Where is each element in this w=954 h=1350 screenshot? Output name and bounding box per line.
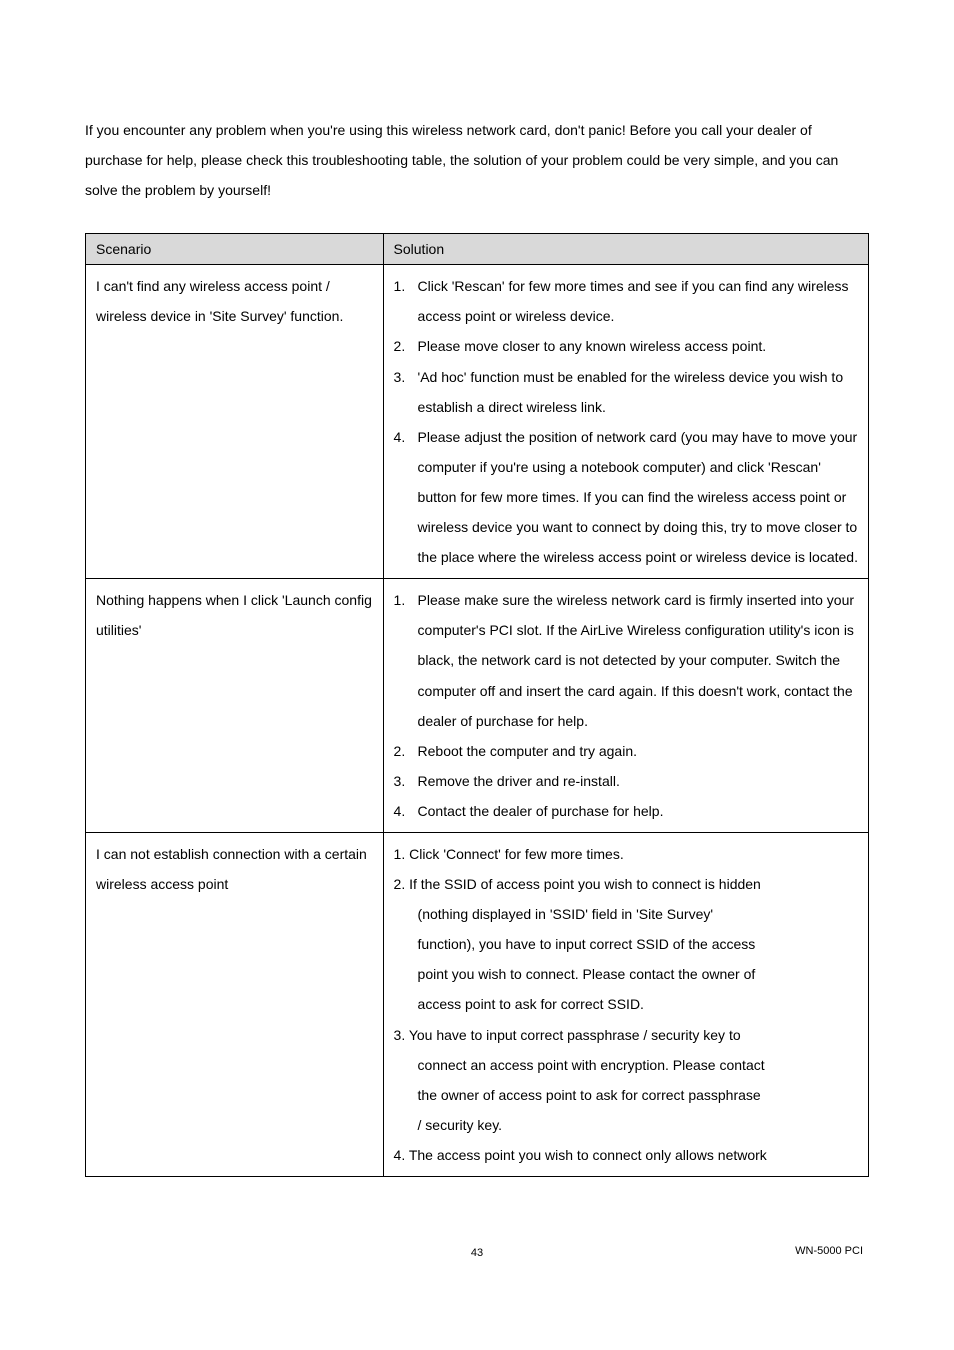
- solution-cell: 1.Please make sure the wireless network …: [383, 579, 868, 833]
- item-number: 1.: [394, 585, 418, 735]
- list-item: 4. The access point you wish to connect …: [394, 1140, 860, 1170]
- item-text: Click 'Rescan' for few more times and se…: [418, 271, 860, 331]
- list-item: 3.Remove the driver and re-install.: [394, 766, 860, 796]
- item-number: 3.: [394, 362, 418, 422]
- solution-list: 1. Click 'Connect' for few more times.2.…: [394, 839, 860, 1170]
- list-item: 1.Please make sure the wireless network …: [394, 585, 860, 735]
- intro-paragraph: If you encounter any problem when you're…: [85, 115, 869, 205]
- item-number: 4.: [394, 796, 418, 826]
- item-text: Please make sure the wireless network ca…: [418, 585, 860, 735]
- list-item: 2. If the SSID of access point you wish …: [394, 869, 860, 899]
- col-scenario-header: Scenario: [86, 234, 384, 265]
- list-item: (nothing displayed in 'SSID' field in 'S…: [394, 899, 860, 929]
- item-number: 2.: [394, 331, 418, 361]
- scenario-text: I can not establish connection with a ce…: [96, 839, 375, 899]
- list-item: 3. You have to input correct passphrase …: [394, 1020, 860, 1050]
- intro-text: If you encounter any problem when you're…: [85, 115, 869, 205]
- table-row: I can not establish connection with a ce…: [86, 832, 869, 1176]
- item-text: Reboot the computer and try again.: [418, 736, 860, 766]
- list-item: 4.Contact the dealer of purchase for hel…: [394, 796, 860, 826]
- item-number: 1.: [394, 271, 418, 331]
- item-number: 3.: [394, 766, 418, 796]
- item-text: 'Ad hoc' function must be enabled for th…: [418, 362, 860, 422]
- item-text: Please move closer to any known wireless…: [418, 331, 860, 361]
- item-number: 4.: [394, 422, 418, 572]
- list-item: / security key.: [394, 1110, 860, 1140]
- scenario-cell: Nothing happens when I click 'Launch con…: [86, 579, 384, 833]
- item-text: Remove the driver and re-install.: [418, 766, 860, 796]
- col-solution-header: Solution: [383, 234, 868, 265]
- scenario-cell: I can not establish connection with a ce…: [86, 832, 384, 1176]
- item-text: Please adjust the position of network ca…: [418, 422, 860, 572]
- list-item: 3.'Ad hoc' function must be enabled for …: [394, 362, 860, 422]
- scenario-cell: I can't find any wireless access point /…: [86, 265, 384, 579]
- page-footer: 43 WN-5000 PCI: [85, 1247, 869, 1257]
- list-item: 1.Click 'Rescan' for few more times and …: [394, 271, 860, 331]
- table-row: I can't find any wireless access point /…: [86, 265, 869, 579]
- list-item: the owner of access point to ask for cor…: [394, 1080, 860, 1110]
- list-item: connect an access point with encryption.…: [394, 1050, 860, 1080]
- table-row: Nothing happens when I click 'Launch con…: [86, 579, 869, 833]
- scenario-text: Nothing happens when I click 'Launch con…: [96, 585, 375, 645]
- list-item: 2.Please move closer to any known wirele…: [394, 331, 860, 361]
- list-item: function), you have to input correct SSI…: [394, 929, 860, 959]
- solution-list: 1.Please make sure the wireless network …: [394, 585, 860, 826]
- solution-cell: 1.Click 'Rescan' for few more times and …: [383, 265, 868, 579]
- list-item: 2.Reboot the computer and try again.: [394, 736, 860, 766]
- list-item: 1. Click 'Connect' for few more times.: [394, 839, 860, 869]
- table-body: I can't find any wireless access point /…: [86, 265, 869, 1177]
- item-number: 2.: [394, 736, 418, 766]
- item-text: Contact the dealer of purchase for help.: [418, 796, 860, 826]
- troubleshoot-table: Scenario Solution I can't find any wirel…: [85, 233, 869, 1177]
- solution-cell: 1. Click 'Connect' for few more times.2.…: [383, 832, 868, 1176]
- list-item: point you wish to connect. Please contac…: [394, 959, 860, 989]
- scenario-text: I can't find any wireless access point /…: [96, 271, 375, 331]
- list-item: 4.Please adjust the position of network …: [394, 422, 860, 572]
- list-item: access point to ask for correct SSID.: [394, 989, 860, 1019]
- solution-list: 1.Click 'Rescan' for few more times and …: [394, 271, 860, 572]
